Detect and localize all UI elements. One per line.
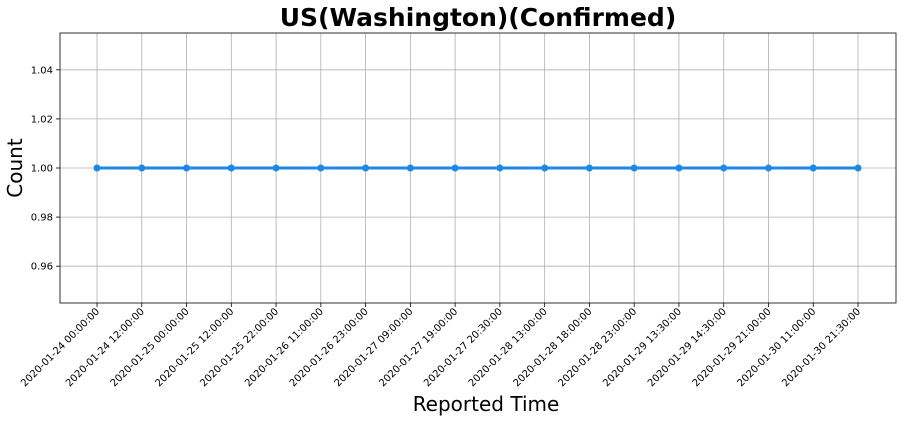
x-tick-label: 2020-01-27 09:00:00 (333, 306, 416, 389)
series-confirmed (93, 164, 862, 172)
x-tick-label: 2020-01-24 00:00:00 (19, 306, 102, 389)
data-point (496, 164, 504, 172)
y-tick-label: 0.96 (31, 262, 53, 273)
x-tick-label: 2020-01-30 21:30:00 (780, 306, 863, 389)
x-tick-label: 2020-01-27 20:30:00 (422, 306, 505, 389)
data-point (675, 164, 683, 172)
chart-title: US(Washington)(Confirmed) (280, 3, 677, 32)
y-tick-label: 1.04 (31, 65, 53, 76)
x-tick-label: 2020-01-29 14:30:00 (646, 306, 729, 389)
data-point (227, 164, 235, 172)
y-axis: 0.96 0.98 1.00 1.02 1.04 (31, 65, 60, 273)
data-point (138, 164, 146, 172)
data-point (764, 164, 772, 172)
data-point (854, 164, 862, 172)
x-tick-label: 2020-01-28 23:00:00 (556, 306, 639, 389)
x-tick-label: 2020-01-29 13:30:00 (601, 306, 684, 389)
y-tick-label: 0.98 (31, 213, 53, 224)
x-tick-label: 2020-01-25 12:00:00 (154, 306, 237, 389)
x-tick-label: 2020-01-30 11:00:00 (735, 306, 818, 389)
x-tick-label: 2020-01-24 12:00:00 (64, 306, 147, 389)
x-tick-label: 2020-01-29 21:00:00 (691, 306, 774, 389)
data-point (451, 164, 459, 172)
data-point (809, 164, 817, 172)
data-point (585, 164, 593, 172)
data-point (362, 164, 370, 172)
data-point (183, 164, 191, 172)
data-point (317, 164, 325, 172)
x-tick-label: 2020-01-25 00:00:00 (109, 306, 192, 389)
data-point (272, 164, 280, 172)
x-tick-label: 2020-01-26 11:00:00 (243, 306, 326, 389)
y-axis-label: Count (3, 138, 27, 198)
x-tick-label: 2020-01-28 13:00:00 (467, 306, 550, 389)
x-tick-label: 2020-01-27 19:00:00 (377, 306, 460, 389)
data-point (406, 164, 414, 172)
data-point (93, 164, 101, 172)
data-point (720, 164, 728, 172)
x-tick-label: 2020-01-28 18:00:00 (512, 306, 595, 389)
x-tick-label: 2020-01-25 22:00:00 (198, 306, 281, 389)
x-axis-label: Reported Time (413, 392, 560, 416)
data-point (541, 164, 549, 172)
y-tick-label: 1.00 (31, 164, 53, 175)
y-tick-label: 1.02 (31, 114, 53, 125)
x-tick-label: 2020-01-26 23:00:00 (288, 306, 371, 389)
data-point (630, 164, 638, 172)
